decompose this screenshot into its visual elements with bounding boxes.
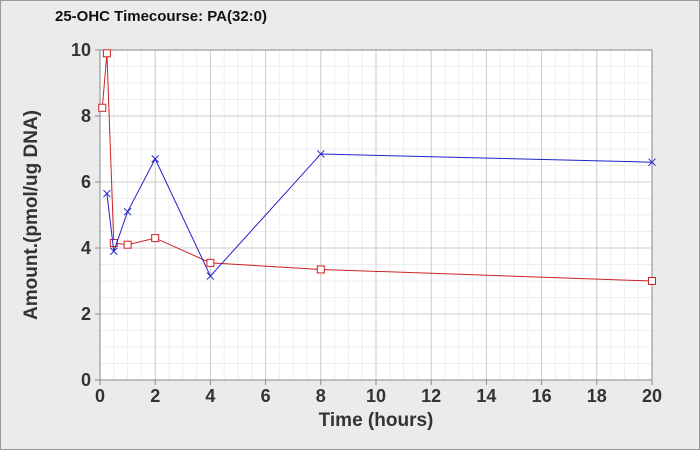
marker-stroke [123, 207, 132, 216]
data-point-marker [648, 158, 656, 167]
x-tick-label: 6 [261, 386, 271, 406]
data-point-marker [316, 265, 325, 274]
x-tick-label: 8 [316, 386, 326, 406]
data-point-marker [102, 49, 111, 58]
data-point-marker [123, 240, 132, 249]
data-point-marker [206, 272, 215, 280]
y-tick-label: 6 [81, 172, 91, 192]
x-tick-label: 10 [366, 386, 386, 406]
data-point-marker [648, 277, 656, 285]
y-tick-label: 0 [81, 370, 91, 390]
data-point-marker [98, 103, 107, 112]
marker-stroke [151, 155, 160, 163]
x-tick-label: 12 [421, 386, 441, 406]
x-axis: 0 2 4 6 8 10 12 14 16 18 20 [95, 380, 662, 406]
y-axis-label: Amount.(pmol/ug DNA) [21, 110, 42, 320]
chart-title: 25-OHC Timecourse: PA(32:0) [55, 8, 268, 25]
x-tick-label: 4 [205, 386, 215, 406]
data-point-marker [151, 155, 160, 163]
data-point-marker [123, 207, 132, 216]
y-tick-label: 2 [81, 304, 91, 324]
data-point-marker [206, 258, 215, 267]
series-line [101, 53, 653, 282]
x-tick-label: 18 [587, 386, 607, 406]
marker-stroke [648, 158, 656, 167]
x-tick-label: 16 [532, 386, 552, 406]
data-point-marker [151, 234, 160, 243]
y-tick-label: 10 [71, 40, 91, 60]
y-axis: 0 2 4 6 8 10 [71, 40, 100, 390]
data-point-marker [109, 247, 118, 256]
series-1 [98, 49, 656, 285]
series-layer [98, 49, 656, 285]
x-tick-label: 0 [95, 386, 105, 406]
y-tick-label: 8 [81, 106, 91, 126]
marker-stroke [206, 272, 215, 280]
x-tick-label: 20 [642, 386, 662, 406]
x-axis-label: Time (hours) [319, 410, 434, 431]
x-tick-label: 2 [150, 386, 160, 406]
data-point-marker [103, 189, 111, 198]
marker-stroke [103, 189, 111, 198]
marker-stroke [109, 247, 118, 256]
x-tick-label: 14 [476, 386, 496, 406]
data-point-marker [109, 239, 118, 248]
y-tick-label: 4 [81, 238, 91, 258]
data-point-marker [316, 150, 325, 158]
series-2 [103, 150, 656, 280]
marker-stroke [316, 150, 325, 158]
